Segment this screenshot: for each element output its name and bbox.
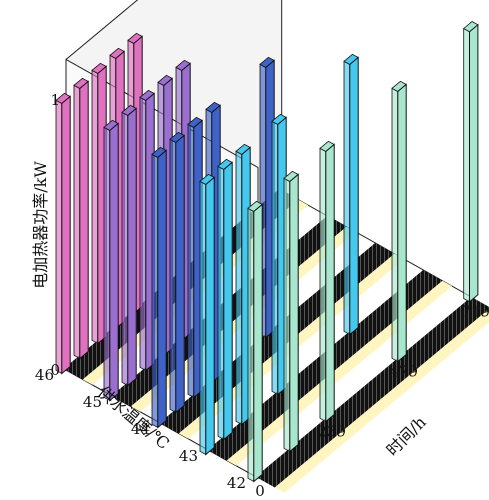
bar-side — [151, 153, 159, 429]
bar — [175, 134, 185, 414]
bar-side — [391, 87, 399, 363]
bar-side — [199, 180, 207, 456]
bar-side — [73, 84, 81, 360]
x-tick-label: 0 — [255, 482, 265, 500]
bar-side — [463, 27, 470, 303]
bar — [397, 83, 407, 363]
bar-side — [217, 165, 225, 441]
bar — [205, 176, 215, 456]
bar-side — [91, 69, 99, 345]
y-tick-label: 42 — [227, 474, 246, 492]
bar-side — [283, 177, 291, 453]
bar — [109, 122, 119, 402]
x-axis-label: 时间/h — [383, 413, 430, 460]
bars — [55, 21, 479, 483]
bar — [127, 107, 137, 387]
y-tick-label: 44 — [131, 420, 150, 438]
bar-side — [139, 96, 147, 372]
bar — [223, 161, 233, 441]
bar — [349, 56, 359, 336]
bar — [79, 80, 89, 360]
y-tick-label: 43 — [179, 447, 198, 465]
bar — [289, 173, 299, 453]
bar-side — [121, 111, 129, 387]
z-tick-label: 0 — [50, 361, 60, 379]
bar — [469, 23, 479, 303]
x-tick-label: 719 — [461, 302, 489, 320]
bar-side — [55, 99, 63, 375]
x-tick-label: 479 — [389, 362, 418, 380]
z-tick-label: 1 — [50, 91, 60, 109]
bar-side — [103, 126, 111, 402]
bar-side — [343, 60, 351, 336]
floor-gap-42 — [274, 308, 489, 493]
z-axis-label: 电加热器功率/kW — [31, 161, 50, 289]
bar — [157, 149, 167, 429]
floor-row-42 — [255, 296, 489, 488]
bar-side — [247, 207, 255, 483]
bar — [325, 143, 335, 423]
x-tick-label: 239 — [317, 422, 346, 440]
y-tick-label: 45 — [83, 393, 102, 411]
bar-side — [169, 138, 177, 414]
bar-side — [235, 150, 243, 426]
bar — [61, 95, 71, 375]
bar-side — [187, 123, 195, 399]
bar — [253, 203, 263, 483]
bar-side — [319, 147, 327, 423]
bar-side — [271, 120, 279, 396]
y-tick-label: 46 — [35, 366, 54, 384]
